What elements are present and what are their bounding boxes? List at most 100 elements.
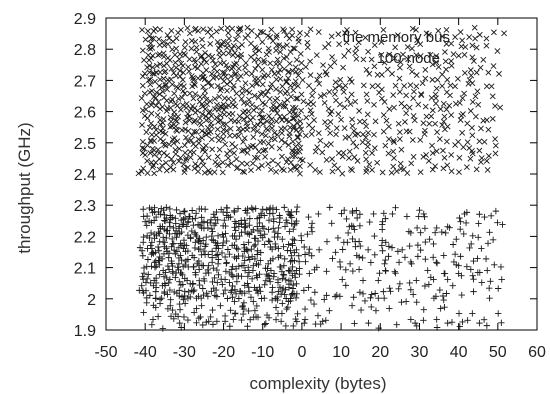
data-point-x [275,161,281,168]
data-point-plus [421,225,429,232]
data-point-x [203,59,210,66]
data-point-plus [305,284,312,291]
data-point-x [287,167,294,173]
data-point-plus [158,294,165,302]
data-point-plus [260,225,268,232]
data-point-x [304,44,311,51]
data-point-x [359,139,366,146]
data-point-plus [226,279,233,286]
data-point-x [177,73,183,80]
data-point-x [448,152,455,158]
data-point-x [283,54,290,60]
data-point-plus [140,309,147,316]
data-point-x [237,26,243,33]
data-point-x [321,91,328,98]
data-point-x [381,99,388,105]
data-point-x [277,49,284,55]
data-point-x [250,142,256,149]
data-point-plus [459,318,466,326]
data-point-x [156,41,163,48]
data-point-plus [484,267,491,274]
data-point-x [189,103,196,109]
data-point-x [214,153,221,160]
data-point-x [190,95,197,102]
data-point-x [256,47,263,54]
data-point-x [422,66,429,73]
data-point-x [307,26,314,33]
data-point-x [181,166,188,172]
data-point-plus [263,311,271,319]
data-point-plus [238,262,246,269]
data-point-plus [356,289,364,296]
data-point-plus [190,309,198,316]
data-point-x [166,35,173,42]
data-point-x [191,128,198,135]
data-point-x [164,76,171,83]
data-point-plus [478,279,485,286]
data-point-plus [353,207,360,214]
data-point-x [138,95,145,102]
data-point-x [244,24,251,31]
data-point-x [283,79,290,86]
data-point-x [157,61,163,68]
data-point-x [426,120,433,127]
data-point-plus [386,305,393,312]
data-point-x [411,88,417,95]
data-point-plus [196,245,204,253]
data-point-plus [254,274,261,281]
data-point-x [435,27,442,34]
data-point-x [458,112,465,119]
data-point-x [456,99,463,106]
data-point-plus [209,321,217,328]
data-point-plus [356,211,364,218]
data-point-x [385,123,392,130]
data-point-plus [315,246,323,254]
data-point-x [169,46,176,53]
data-point-plus [368,291,375,298]
data-point-plus [227,307,234,314]
data-point-x [145,28,151,35]
data-point-x [350,139,357,146]
data-point-x [286,109,293,116]
data-point-x [409,137,416,143]
data-point-plus [495,310,502,317]
data-point-x [192,38,199,45]
data-point-plus [187,234,194,241]
data-point-x [374,71,381,78]
data-point-x [396,136,403,142]
data-point-plus [259,234,266,241]
data-point-x [197,94,203,100]
data-point-x [254,128,261,135]
data-point-x [440,118,447,125]
data-point-x [429,142,435,149]
data-point-x [231,50,238,56]
data-point-x [141,57,147,64]
data-point-plus [420,210,427,218]
data-point-plus [436,286,444,294]
data-point-plus [185,218,192,225]
data-point-x [281,28,288,35]
data-point-x [224,162,231,169]
data-point-x [396,129,403,136]
data-point-x [307,107,314,114]
y-tick-label: 2 [87,292,96,309]
data-point-plus [341,206,348,214]
data-point-plus [164,262,172,270]
data-point-plus [152,213,160,221]
data-point-x [448,112,455,118]
data-point-x [268,166,274,173]
data-point-plus [210,265,217,272]
data-point-plus [413,224,421,232]
data-point-x [314,76,321,83]
data-point-x [273,118,280,125]
data-point-plus [380,288,387,295]
data-point-x [159,88,166,95]
data-point-x [285,75,292,82]
data-point-plus [230,316,237,323]
data-point-x [355,131,361,137]
data-point-plus [213,293,221,300]
data-point-x [200,162,207,169]
data-point-x [135,170,142,177]
data-point-plus [417,229,424,236]
data-point-plus [141,218,149,225]
